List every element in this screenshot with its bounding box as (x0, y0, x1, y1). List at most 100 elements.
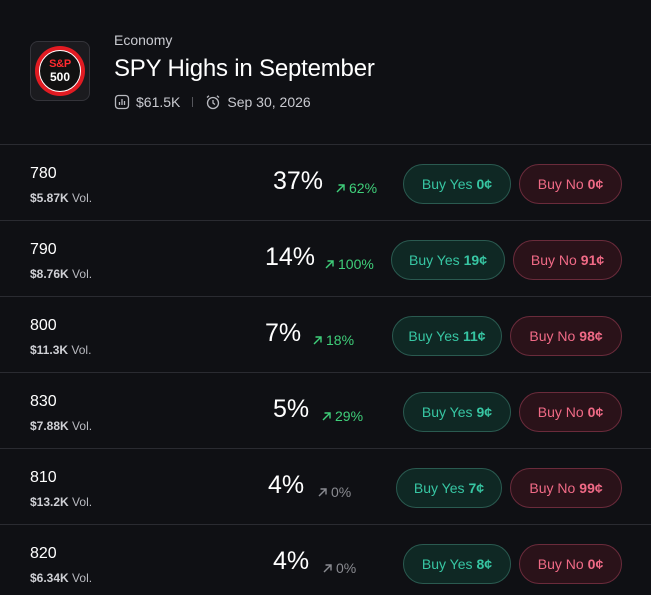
outcome-volume: $6.34K Vol. (30, 571, 92, 585)
buy-yes-button[interactable]: Buy Yes 9¢ (403, 392, 511, 432)
volume-suffix: Vol. (72, 571, 93, 585)
arrow-up-right-icon (317, 487, 328, 498)
volume-suffix: Vol. (72, 495, 93, 509)
buy-yes-label: Buy Yes (413, 480, 465, 496)
buy-yes-button[interactable]: Buy Yes 7¢ (396, 468, 502, 508)
buy-no-button[interactable]: Buy No 0¢ (519, 544, 622, 584)
market-meta: $61.5K Sep 30, 2026 (114, 93, 311, 111)
volume-suffix: Vol. (72, 191, 93, 205)
buy-no-label: Buy No (529, 480, 576, 496)
buy-no-label: Buy No (537, 176, 584, 192)
outcome-row[interactable]: 810 $13.2K Vol. 4% 0% Buy Yes 7¢ Buy No 99… (0, 448, 651, 524)
outcome-label: 810 (30, 469, 57, 486)
buy-yes-button[interactable]: Buy Yes 11¢ (392, 316, 502, 356)
volume-suffix: Vol. (72, 419, 93, 433)
buy-yes-label: Buy Yes (421, 176, 473, 192)
volume-value: $5.87K (30, 191, 69, 205)
arrow-up-right-icon (324, 259, 335, 270)
meta-divider (192, 97, 194, 107)
probability-change: 0% (317, 484, 351, 500)
volume-value: $11.3K (30, 343, 69, 357)
buy-no-label: Buy No (529, 328, 576, 344)
buy-yes-price: 9¢ (476, 404, 493, 420)
buy-no-price: 98¢ (579, 328, 603, 344)
outcome-row[interactable]: 790 $8.76K Vol. 14% 100% Buy Yes 19¢ Buy … (0, 220, 651, 296)
buy-no-button[interactable]: Buy No 0¢ (519, 164, 622, 204)
chart-bars-icon (114, 94, 130, 110)
buy-yes-button[interactable]: Buy Yes 0¢ (403, 164, 511, 204)
logo-ring: S&P 500 (35, 46, 85, 96)
alarm-clock-icon (205, 94, 221, 110)
sp500-logo: S&P 500 (30, 41, 90, 101)
arrow-up-right-icon (321, 411, 332, 422)
arrow-up-right-icon (322, 563, 333, 574)
outcome-probability: 4% (273, 547, 310, 575)
probability-change: 0% (322, 560, 356, 576)
probability-change: 62% (335, 180, 377, 196)
outcome-row[interactable]: 800 $11.3K Vol. 7% 18% Buy Yes 11¢ Buy No… (0, 296, 651, 372)
outcome-volume: $11.3K Vol. (30, 343, 91, 357)
outcome-probability: 14% (265, 243, 316, 271)
outcome-label: 780 (30, 165, 57, 182)
buy-no-label: Buy No (537, 404, 584, 420)
outcome-label: 830 (30, 393, 57, 410)
outcome-probability: 4% (268, 471, 305, 499)
volume-value: $8.76K (30, 267, 69, 281)
buy-no-price: 0¢ (587, 404, 604, 420)
logo-inner: S&P 500 (39, 50, 81, 92)
change-value: 62% (349, 180, 378, 196)
outcome-probability: 5% (273, 395, 310, 423)
volume-value: $7.88K (30, 419, 69, 433)
change-value: 0% (331, 484, 352, 500)
outcome-volume: $13.2K Vol. (30, 495, 92, 509)
buy-no-button[interactable]: Buy No 0¢ (519, 392, 622, 432)
buy-no-label: Buy No (530, 252, 577, 268)
buy-yes-button[interactable]: Buy Yes 8¢ (403, 544, 511, 584)
change-value: 18% (326, 332, 355, 348)
buy-yes-price: 7¢ (468, 480, 485, 496)
buy-yes-label: Buy Yes (421, 404, 473, 420)
buy-no-button[interactable]: Buy No 99¢ (510, 468, 622, 508)
outcome-probability: 37% (273, 167, 324, 195)
arrow-up-right-icon (335, 183, 346, 194)
logo-line-1: S&P (49, 58, 71, 70)
outcome-volume: $7.88K Vol. (30, 419, 92, 433)
page-title: SPY Highs in September (114, 55, 375, 82)
change-value: 0% (336, 560, 357, 576)
outcome-row[interactable]: 780 $5.87K Vol. 37% 62% Buy Yes 0¢ Buy No… (0, 144, 651, 220)
buy-yes-label: Buy Yes (408, 328, 459, 344)
probability-change: 18% (312, 332, 354, 348)
outcome-label: 800 (30, 317, 57, 334)
buy-yes-price: 0¢ (476, 176, 493, 192)
volume-suffix: Vol. (71, 343, 92, 357)
outcome-label: 820 (30, 545, 57, 562)
outcome-row[interactable]: 820 $6.34K Vol. 4% 0% Buy Yes 8¢ Buy No 0¢ (0, 524, 651, 595)
market-header: S&P 500 Economy SPY Highs in September $… (0, 0, 651, 144)
outcome-row[interactable]: 830 $7.88K Vol. 5% 29% Buy Yes 9¢ Buy No 0… (0, 372, 651, 448)
buy-no-button[interactable]: Buy No 98¢ (510, 316, 622, 356)
logo-line-2: 500 (49, 70, 71, 84)
outcome-probability: 7% (265, 319, 302, 347)
buy-no-price: 91¢ (580, 252, 605, 268)
change-value: 29% (335, 408, 364, 424)
buy-yes-price: 11¢ (463, 328, 486, 344)
buy-yes-price: 19¢ (463, 252, 487, 268)
buy-no-label: Buy No (537, 556, 584, 572)
buy-yes-button[interactable]: Buy Yes 19¢ (391, 240, 505, 280)
probability-change: 100% (324, 256, 374, 272)
buy-no-price: 0¢ (587, 176, 604, 192)
probability-change: 29% (321, 408, 363, 424)
buy-yes-price: 8¢ (476, 556, 493, 572)
volume-value: $6.34K (30, 571, 69, 585)
buy-yes-label: Buy Yes (421, 556, 473, 572)
outcome-list: 780 $5.87K Vol. 37% 62% Buy Yes 0¢ Buy No… (0, 144, 651, 595)
total-volume: $61.5K (136, 94, 181, 110)
outcome-volume: $5.87K Vol. (30, 191, 92, 205)
outcome-volume: $8.76K Vol. (30, 267, 92, 281)
buy-no-price: 99¢ (579, 480, 603, 496)
buy-no-button[interactable]: Buy No 91¢ (513, 240, 622, 280)
buy-yes-label: Buy Yes (409, 252, 460, 268)
volume-value: $13.2K (30, 495, 69, 509)
category-label[interactable]: Economy (114, 32, 173, 48)
